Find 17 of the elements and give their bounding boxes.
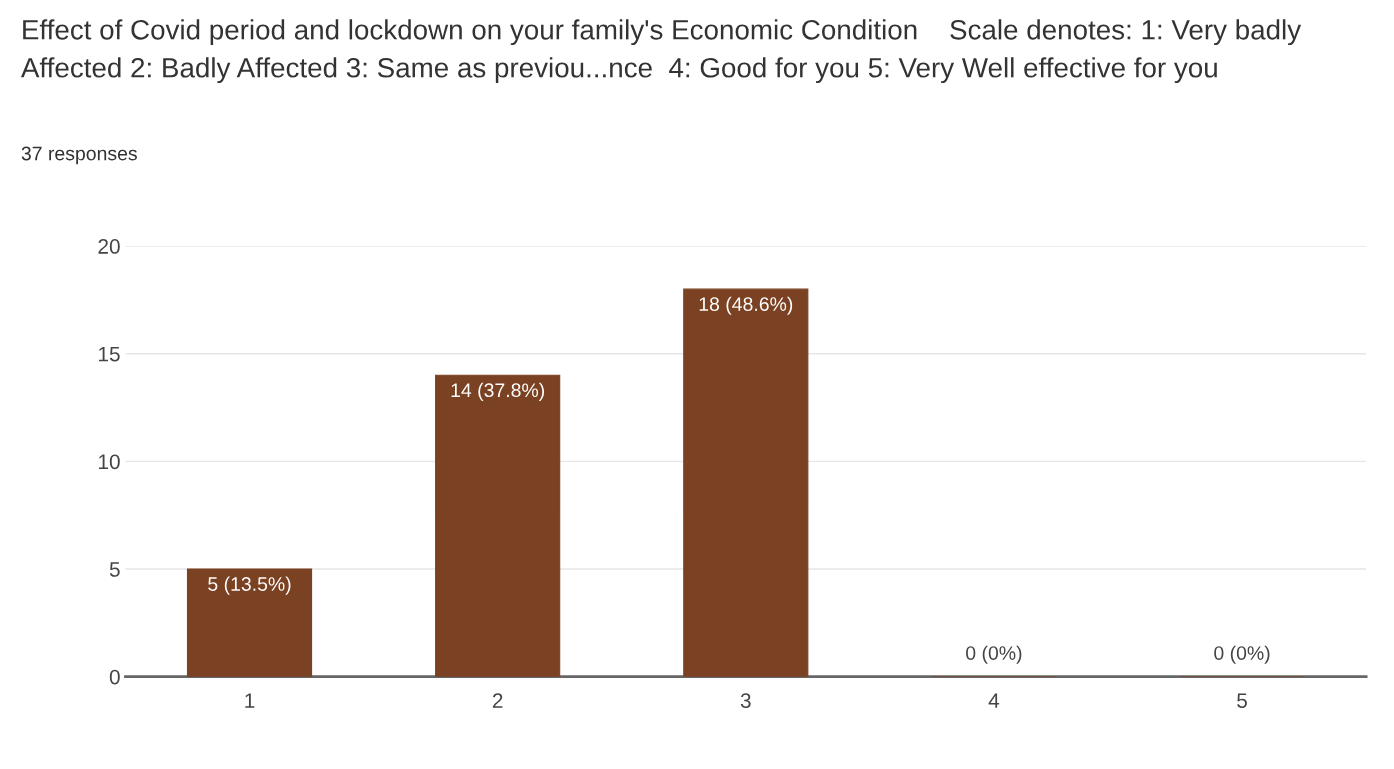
chart-title: Effect of Covid period and lockdown on your family's Economic Condition Scale denotes: 1: Very badly Affected 2: Badly Affected 3: Same as previou...nce 4: Good for you 5: Very Well effective for you bbox=[20, 19, 1302, 84]
x-tick-label: 3 bbox=[740, 693, 751, 708]
y-tick-label: 0 bbox=[109, 669, 120, 685]
y-tick-label: 15 bbox=[99, 346, 120, 362]
y-tick-label: 20 bbox=[98, 239, 120, 254]
x-tick-label: 4 bbox=[988, 693, 1000, 708]
y-tick-label: 5 bbox=[109, 562, 120, 577]
x-tick-label: 1 bbox=[245, 693, 255, 708]
data-label: 14 (37.8%) bbox=[451, 382, 545, 401]
data-label: 5 (13.5%) bbox=[208, 576, 291, 595]
data-label: 18 (48.6%) bbox=[699, 296, 793, 315]
x-tick-label: 2 bbox=[492, 693, 503, 708]
data-label: 0 (0%) bbox=[966, 645, 1022, 664]
x-tick-label: 5 bbox=[1237, 693, 1247, 708]
data-label: 0 (0%) bbox=[1214, 645, 1270, 664]
y-tick-label: 10 bbox=[99, 454, 120, 470]
chart-subtitle: 37 responses bbox=[21, 146, 137, 165]
